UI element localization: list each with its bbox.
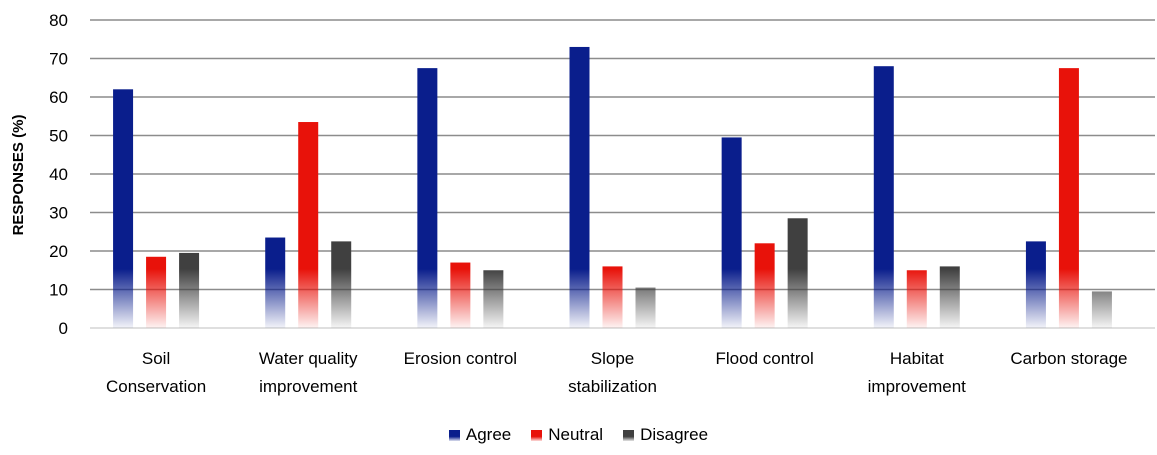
bar-agree [721, 137, 742, 328]
y-tick-label: 0 [59, 319, 68, 338]
bar-disagree [939, 266, 960, 328]
category-label: Habitat improvement [868, 349, 967, 396]
category-label: Flood control [716, 349, 814, 368]
category-label: Erosion control [404, 349, 517, 368]
y-axis-ticks: 0 10 20 30 40 50 60 70 80 [49, 11, 68, 338]
category-label: Carbon storage [1010, 349, 1127, 368]
y-tick-label: 40 [49, 165, 68, 184]
bar-agree [1025, 241, 1046, 328]
bar-chart: 0 10 20 30 40 50 60 70 80 Soil Conservation Water … [10, 11, 1155, 396]
legend-swatch [623, 429, 635, 441]
bar-disagree [179, 252, 200, 328]
bar-neutral [298, 122, 319, 329]
category-labels: Soil Conservation Water quality improvement… [106, 349, 1128, 396]
bar-disagree [331, 241, 352, 328]
legend-item-agree: Agree [448, 425, 512, 445]
bar-neutral [906, 270, 927, 328]
bar-neutral [450, 262, 471, 328]
category-label: Soil Conservation [106, 349, 206, 396]
legend-swatch [531, 429, 543, 441]
legend-label: Agree [465, 425, 512, 444]
y-tick-label: 50 [49, 127, 68, 146]
bar-agree [873, 66, 894, 328]
y-tick-label: 30 [49, 204, 68, 223]
category-label: Slope stabilization [568, 349, 657, 396]
legend-label: Disagree [640, 425, 709, 444]
bar-neutral [146, 256, 167, 328]
y-tick-label: 70 [49, 50, 68, 69]
legend-swatch [448, 429, 460, 441]
bar-disagree [483, 270, 504, 328]
category-label: Water quality improvement [259, 349, 358, 396]
y-tick-label: 20 [49, 242, 68, 261]
bar-disagree [787, 218, 808, 328]
legend-item-neutral: Neutral [531, 425, 603, 445]
bar-agree [417, 68, 438, 328]
y-tick-label: 10 [49, 281, 68, 300]
bar-agree [113, 89, 134, 328]
legend-label: Neutral [548, 425, 604, 444]
bar-agree [569, 46, 590, 328]
bar-neutral [602, 266, 623, 328]
legend: Agree Neutral Disagree [0, 425, 1157, 445]
y-axis-label: RESPONSES (%) [10, 115, 27, 236]
legend-item-disagree: Disagree [623, 425, 708, 445]
bar-agree [265, 237, 286, 328]
bar-disagree [635, 287, 656, 328]
y-tick-label: 60 [49, 88, 68, 107]
bar-disagree [1091, 291, 1112, 328]
bar-neutral [1058, 68, 1079, 328]
bar-neutral [754, 243, 775, 328]
y-tick-label: 80 [49, 11, 68, 30]
bars [113, 46, 1112, 329]
